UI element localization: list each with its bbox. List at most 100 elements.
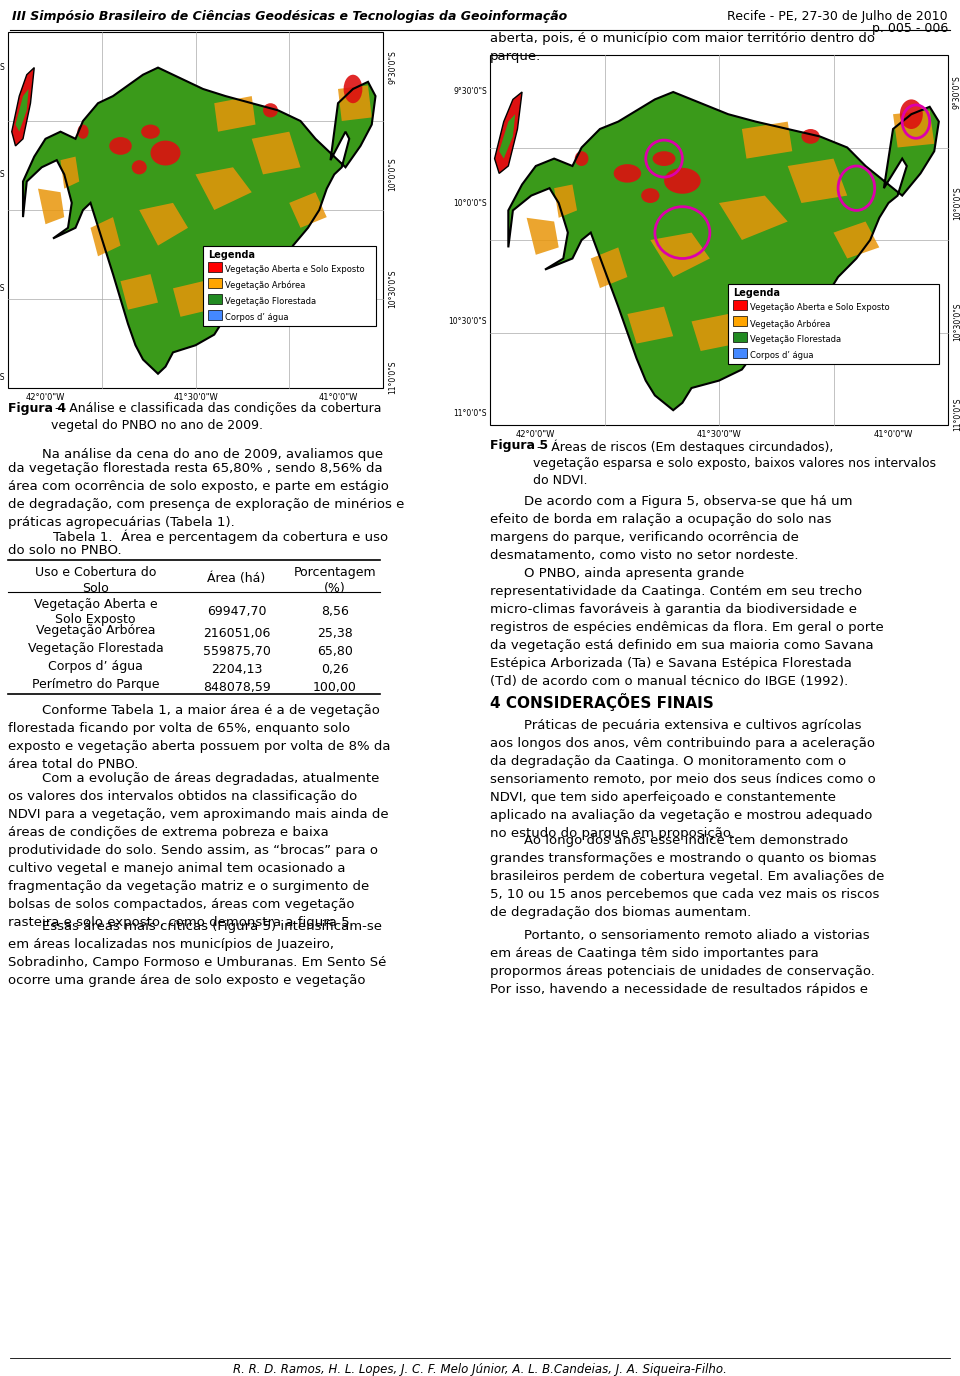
- Polygon shape: [509, 92, 939, 410]
- Ellipse shape: [641, 189, 660, 204]
- Text: –  Análise e classificada das condições da cobertura
vegetal do PNBO no ano de 2: – Análise e classificada das condições d…: [51, 402, 381, 432]
- Text: O PNBO, ainda apresenta grande
representatividade da Caatinga. Contém em seu tre: O PNBO, ainda apresenta grande represent…: [490, 567, 884, 688]
- Text: 9°30'0"S: 9°30'0"S: [453, 88, 487, 96]
- Text: 848078,59: 848078,59: [203, 681, 271, 694]
- Text: De acordo com a Figura 5, observa-se que há um
efeito de borda em ralação a ocup: De acordo com a Figura 5, observa-se que…: [490, 495, 852, 561]
- Text: 0,26: 0,26: [322, 663, 348, 676]
- Text: Vegetação Aberta e Solo Exposto: Vegetação Aberta e Solo Exposto: [225, 264, 365, 274]
- Ellipse shape: [575, 151, 588, 166]
- Text: Essas áreas mais críticas (Figura 5) intensificam-se
em áreas localizadas nos mu: Essas áreas mais críticas (Figura 5) int…: [8, 921, 386, 987]
- Text: Vegetação Arbórea: Vegetação Arbórea: [750, 319, 830, 329]
- Text: 11°0'0"S: 11°0'0"S: [0, 373, 5, 381]
- Text: 9°30'0"S: 9°30'0"S: [0, 63, 5, 72]
- Text: 100,00: 100,00: [313, 681, 357, 694]
- Polygon shape: [15, 89, 29, 132]
- Polygon shape: [788, 158, 848, 204]
- Text: 41°0'0"W: 41°0'0"W: [874, 429, 913, 439]
- Polygon shape: [628, 307, 673, 344]
- Text: 41°30'0"W: 41°30'0"W: [173, 394, 218, 402]
- Text: aberta, pois, é o município com maior território dentro do
parque.: aberta, pois, é o município com maior te…: [490, 32, 875, 63]
- Text: R. R. D. Ramos, H. L. Lopes, J. C. F. Melo Júnior, A. L. B.Candeias, J. A. Sique: R. R. D. Ramos, H. L. Lopes, J. C. F. Me…: [233, 1364, 727, 1376]
- Polygon shape: [719, 195, 788, 239]
- Polygon shape: [121, 274, 158, 310]
- Text: 11°0'0"S: 11°0'0"S: [453, 410, 487, 418]
- Text: Conforme Tabela 1, a maior área é a de vegetação
florestada ficando por volta de: Conforme Tabela 1, a maior área é a de v…: [8, 705, 391, 771]
- Bar: [208, 261, 222, 271]
- Text: 42°0'0"W: 42°0'0"W: [26, 394, 65, 402]
- Text: 10°30'0"S: 10°30'0"S: [388, 270, 397, 308]
- Text: Figura 5: Figura 5: [490, 439, 548, 451]
- Polygon shape: [12, 67, 35, 146]
- Bar: [8, 32, 383, 388]
- Ellipse shape: [613, 164, 641, 183]
- Text: 10°30'0"S: 10°30'0"S: [0, 283, 5, 293]
- Polygon shape: [691, 314, 737, 351]
- Text: Vegetação Arbórea: Vegetação Arbórea: [36, 623, 156, 637]
- Polygon shape: [139, 202, 188, 245]
- Text: 559875,70: 559875,70: [203, 645, 271, 658]
- Polygon shape: [499, 114, 516, 158]
- Text: III Simpósio Brasileiro de Ciências Geodésicas e Tecnologias da Geoinformação: III Simpósio Brasileiro de Ciências Geod…: [12, 10, 567, 23]
- Text: Vegetação Florestada: Vegetação Florestada: [750, 336, 841, 344]
- Bar: [208, 278, 222, 288]
- Text: Área (há): Área (há): [207, 572, 266, 585]
- Text: Corpos d’ água: Corpos d’ água: [750, 351, 814, 361]
- Bar: [733, 333, 747, 343]
- Bar: [733, 316, 747, 326]
- Text: Uso e Cobertura do
Solo: Uso e Cobertura do Solo: [35, 566, 156, 594]
- Text: 65,80: 65,80: [317, 645, 353, 658]
- Text: Na análise da cena do ano de 2009, avaliamos que: Na análise da cena do ano de 2009, avali…: [8, 449, 383, 461]
- Bar: [733, 300, 747, 311]
- Ellipse shape: [151, 140, 180, 165]
- Text: Corpos d’ água: Corpos d’ água: [225, 312, 289, 322]
- Text: Portanto, o sensoriamento remoto aliado a vistorias
em áreas de Caatinga têm sid: Portanto, o sensoriamento remoto aliado …: [490, 929, 875, 996]
- Text: Porcentagem
(%): Porcentagem (%): [294, 566, 376, 594]
- Text: 25,38: 25,38: [317, 627, 353, 640]
- Bar: [208, 293, 222, 304]
- Ellipse shape: [263, 103, 278, 117]
- Polygon shape: [289, 193, 326, 228]
- Polygon shape: [214, 96, 255, 132]
- Text: Vegetação Aberta e
Solo Exposto: Vegetação Aberta e Solo Exposto: [34, 599, 157, 626]
- Polygon shape: [527, 217, 559, 255]
- Text: do solo no PNBO.: do solo no PNBO.: [8, 544, 122, 557]
- Text: Vegetação Florestada: Vegetação Florestada: [28, 643, 163, 655]
- Text: Vegetação Arbórea: Vegetação Arbórea: [225, 281, 305, 290]
- Text: 10°30'0"S: 10°30'0"S: [448, 316, 487, 326]
- Ellipse shape: [78, 125, 88, 139]
- Bar: [203, 245, 375, 326]
- Polygon shape: [38, 189, 64, 224]
- Text: Práticas de pecuária extensiva e cultivos agrícolas
aos longos dos anos, vêm con: Práticas de pecuária extensiva e cultivo…: [490, 720, 876, 839]
- Polygon shape: [23, 67, 375, 374]
- Text: p. 005 - 006: p. 005 - 006: [872, 22, 948, 34]
- Text: 8,56: 8,56: [321, 605, 348, 618]
- Text: 9°30'0"S: 9°30'0"S: [388, 51, 397, 84]
- Text: 10°30'0"S: 10°30'0"S: [953, 303, 960, 341]
- Ellipse shape: [664, 168, 701, 194]
- Text: Ao longo dos anos esse índice tem demonstrado
grandes transformações e mostrando: Ao longo dos anos esse índice tem demons…: [490, 834, 884, 919]
- Polygon shape: [252, 132, 300, 175]
- Text: 9°30'0"S: 9°30'0"S: [953, 76, 960, 109]
- Polygon shape: [742, 121, 792, 158]
- Ellipse shape: [344, 74, 362, 103]
- Polygon shape: [650, 233, 709, 277]
- Polygon shape: [833, 222, 879, 259]
- Text: 41°30'0"W: 41°30'0"W: [697, 429, 741, 439]
- Polygon shape: [893, 110, 934, 147]
- Polygon shape: [196, 168, 252, 211]
- Ellipse shape: [141, 125, 160, 139]
- Text: Legenda: Legenda: [208, 249, 255, 260]
- Text: Com a evolução de áreas degradadas, atualmente
os valores dos intervalos obtidos: Com a evolução de áreas degradadas, atua…: [8, 772, 389, 929]
- Polygon shape: [90, 217, 121, 256]
- Text: 69947,70: 69947,70: [206, 605, 266, 618]
- Text: 11°0'0"S: 11°0'0"S: [388, 361, 397, 394]
- Bar: [733, 348, 747, 358]
- Text: 11°0'0"S: 11°0'0"S: [953, 398, 960, 431]
- Text: 10°0'0"S: 10°0'0"S: [0, 169, 5, 179]
- Text: 216051,06: 216051,06: [203, 627, 270, 640]
- Text: Vegetação Aberta e Solo Exposto: Vegetação Aberta e Solo Exposto: [750, 303, 890, 312]
- Ellipse shape: [653, 151, 676, 166]
- Text: 10°0'0"S: 10°0'0"S: [388, 158, 397, 191]
- Text: Tabela 1.  Área e percentagem da cobertura e uso: Tabela 1. Área e percentagem da cobertur…: [53, 530, 388, 545]
- Text: da vegetação florestada resta 65,80% , sendo 8,56% da
área com ocorrência de sol: da vegetação florestada resta 65,80% , s…: [8, 462, 404, 528]
